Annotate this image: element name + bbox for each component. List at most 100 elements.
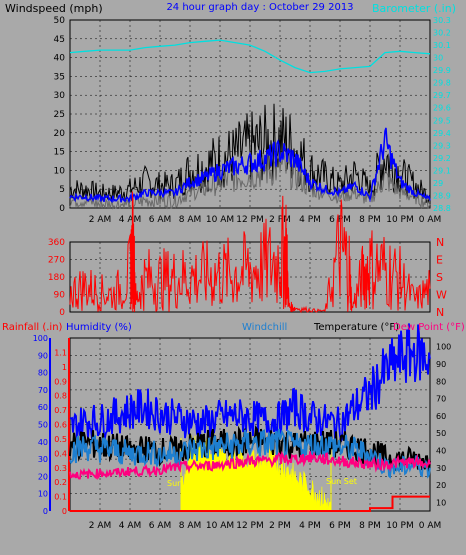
rain-tick: 0.5: [54, 435, 67, 444]
rain-tick: 0.6: [54, 421, 67, 430]
rain-tick: 0.3: [54, 464, 67, 473]
rain-tick: 0.2: [54, 478, 67, 487]
panel2-ytick: 90: [54, 291, 66, 301]
panel1-y2tick: 30: [433, 54, 443, 63]
page-title: 24 hour graph day : October 29 2013: [166, 2, 353, 13]
panel1-xtick: 6 PM: [329, 215, 351, 225]
panel1-xtick: 8 AM: [179, 215, 202, 225]
dewpoint-line: [69, 450, 431, 481]
humidity-tick: 20: [38, 472, 48, 481]
temp-tick: 70: [436, 395, 446, 404]
panel1-y2tick: 29.9: [433, 66, 451, 75]
panel2-compass-label: S: [436, 271, 443, 284]
humidity-tick: 40: [38, 438, 48, 447]
panel1-ytick: 30: [54, 91, 66, 101]
humidity-label: Humidity (%): [66, 322, 132, 333]
panel3-xtick: 6 PM: [329, 521, 351, 531]
panel1-y2tick: 29.1: [433, 166, 451, 175]
panel1-xtick: 12 PM: [236, 215, 264, 225]
panel2-ytick: 0: [59, 308, 65, 318]
panel1-xtick: 4 AM: [119, 215, 142, 225]
panel3-xtick: 6 AM: [149, 521, 172, 531]
panel1-ytick: 45: [54, 35, 65, 45]
panel2-compass-label: W: [436, 289, 447, 302]
panel1-ylabel: Windspeed (mph): [5, 2, 103, 15]
panel1-y2label: Barometer (.in): [372, 2, 456, 15]
humidity-tick: 10: [38, 490, 48, 499]
barometer-line: [69, 39, 431, 74]
panel1-xtick: 2 PM: [269, 215, 291, 225]
rain-tick: 1: [62, 363, 67, 372]
rainfall-label: Rainfall (.in): [2, 322, 63, 333]
sunset-label: Sun Set: [326, 477, 357, 486]
windchill-label: Windchill: [242, 322, 287, 333]
panel1-y2tick: 29.5: [433, 116, 451, 125]
panel1-xtick: 2 AM: [89, 215, 112, 225]
panel3-xtick: 8 AM: [179, 521, 202, 531]
rain-tick: 1.1: [54, 348, 67, 357]
rain-tick: 0.9: [54, 377, 67, 386]
temp-tick: 20: [436, 481, 446, 490]
sunrise-label: Sun: [167, 479, 182, 488]
panel3-xtick: 12 PM: [236, 521, 264, 531]
panel2-ytick: 270: [48, 256, 65, 266]
panel1-y2tick: 29.4: [433, 129, 451, 138]
humidity-tick: 70: [38, 386, 48, 395]
wind-direction-line: [69, 191, 431, 314]
temp-tick: 30: [436, 464, 446, 473]
panel3-xtick: 2 AM: [89, 521, 112, 531]
panel1-ytick: 40: [54, 54, 66, 64]
rain-tick: 0.8: [54, 392, 67, 401]
panel1-y2tick: 28.9: [433, 191, 451, 200]
panel2-ytick: 180: [48, 273, 65, 283]
panel1-ytick: 5: [59, 185, 65, 195]
humidity-tick: 90: [38, 351, 48, 360]
panel1-y2tick: 29.2: [433, 154, 451, 163]
panel1-y2tick: 29: [433, 179, 443, 188]
panel1-y2tick: 29.6: [433, 104, 451, 113]
humidity-tick: 50: [38, 421, 48, 430]
dewpoint-label: Dew Point (°F): [393, 322, 465, 333]
temperature-label: Temperature (°F): [313, 322, 399, 333]
temp-tick: 10: [436, 498, 446, 507]
rain-tick: 0: [62, 507, 67, 516]
panel1-ytick: 0: [59, 204, 65, 214]
humidity-tick: 80: [38, 369, 48, 378]
temp-tick: 40: [436, 446, 446, 455]
temp-tick: 60: [436, 412, 446, 421]
panel3-xtick: 4 PM: [299, 521, 321, 531]
rain-tick: 0.1: [54, 493, 67, 502]
panel1-y2tick: 29.8: [433, 79, 451, 88]
panel2-compass-label: E: [436, 254, 443, 267]
panel1-xtick: 4 PM: [299, 215, 321, 225]
temp-tick: 50: [436, 429, 446, 438]
panel1-xtick: 10 AM: [206, 215, 234, 225]
panel1-ytick: 50: [54, 16, 66, 26]
temp-tick: 100: [436, 343, 451, 352]
panel3-xtick: 8 PM: [359, 521, 381, 531]
panel3-xtick: 0 AM: [419, 521, 442, 531]
panel1-xtick: 10 PM: [386, 215, 414, 225]
wind-average-line: [69, 127, 431, 204]
humidity-tick: 0: [43, 507, 48, 516]
panel1-ytick: 35: [54, 72, 65, 82]
panel3-xtick: 10 AM: [206, 521, 234, 531]
panel1-y2tick: 30.1: [433, 41, 451, 50]
panel1-y2tick: 30.3: [433, 16, 451, 25]
rain-line: [70, 495, 430, 512]
windchill-line: [69, 428, 431, 479]
panel1-y2tick: 29.7: [433, 91, 451, 100]
panel1-xtick: 0 AM: [419, 215, 442, 225]
panel2-ytick: 360: [48, 238, 65, 248]
rain-tick: 0.4: [54, 449, 67, 458]
humidity-tick: 60: [38, 403, 48, 412]
panel1-y2tick: 29.3: [433, 141, 451, 150]
temp-tick: 80: [436, 377, 446, 386]
panel3-xtick: 4 AM: [119, 521, 142, 531]
temp-tick: 90: [436, 360, 446, 369]
panel3-xtick: 2 PM: [269, 521, 291, 531]
panel1-y2tick: 30.2: [433, 29, 451, 38]
rain-tick: 0.7: [54, 406, 67, 415]
